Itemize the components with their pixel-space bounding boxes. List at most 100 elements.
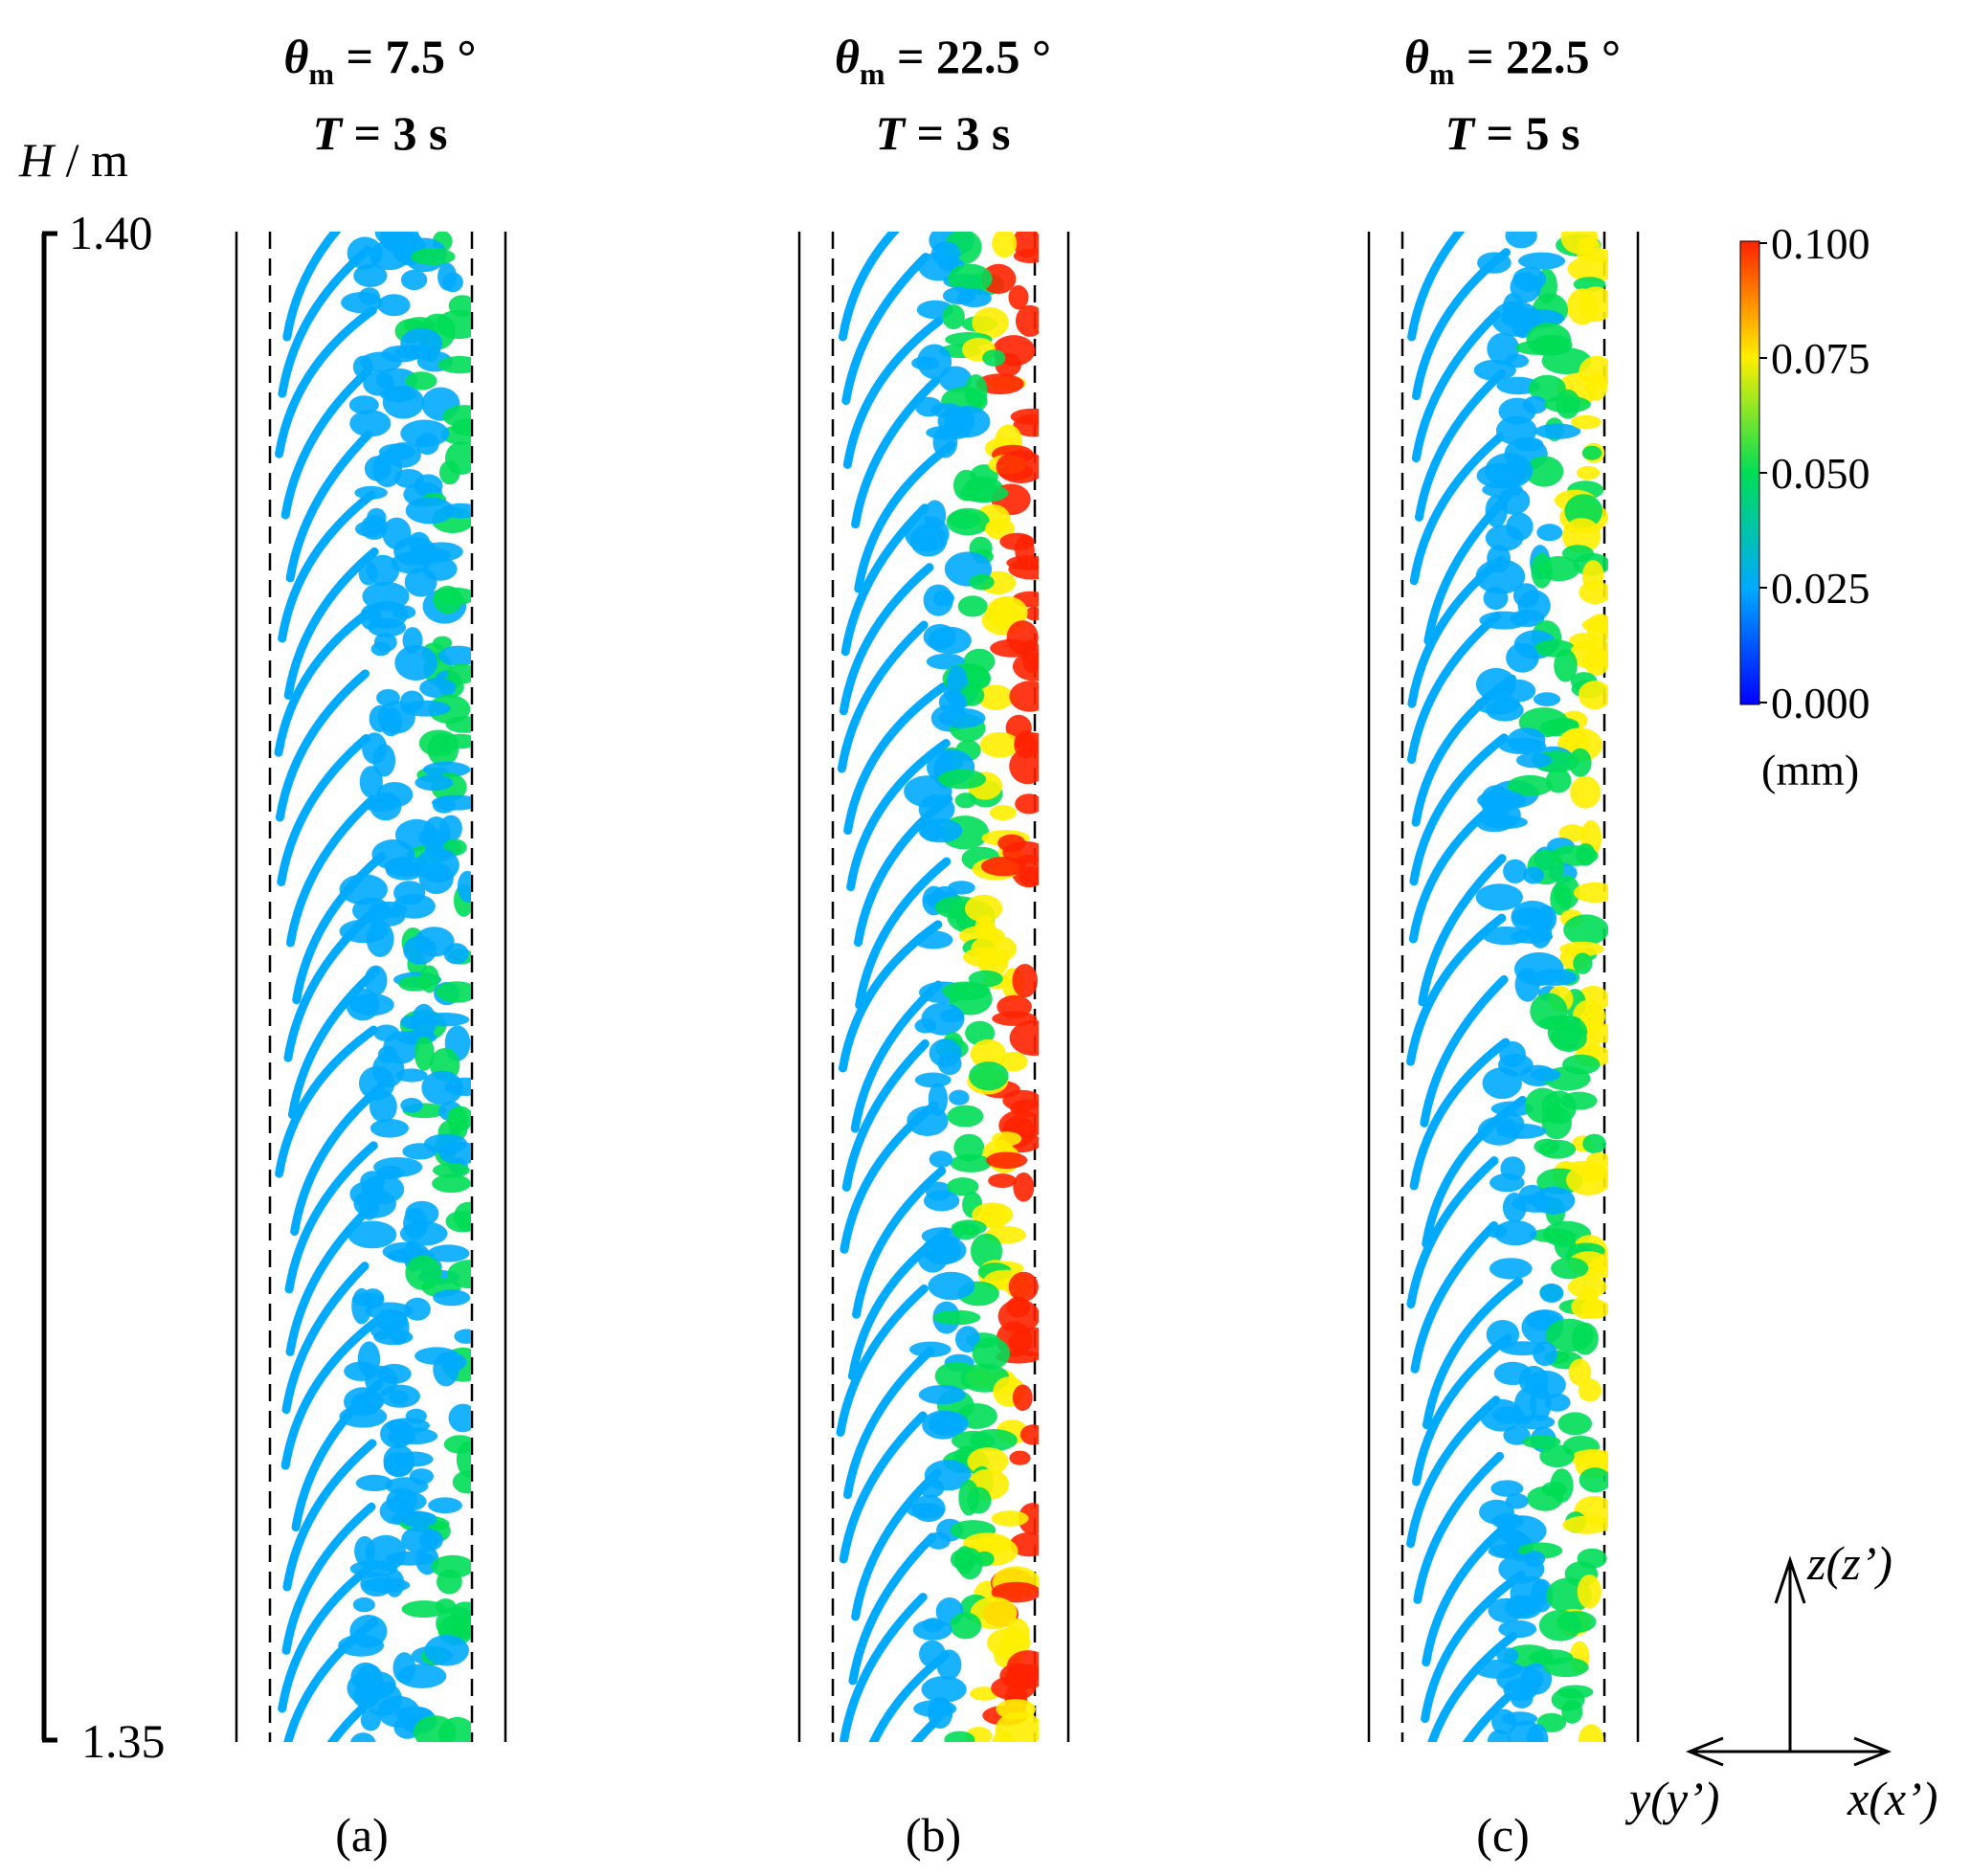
film-blob: [1560, 232, 1598, 255]
film-blob: [970, 1597, 1018, 1630]
film-blob: [1507, 727, 1546, 753]
film-rivulet: [839, 1411, 928, 1564]
y-axis-label: y(y’): [1629, 1772, 1720, 1825]
film-blob: [444, 1077, 471, 1096]
colorbar-ticks: [1759, 242, 1767, 704]
film-blob: [980, 263, 1017, 294]
film-blob: [957, 1548, 983, 1580]
film-blob: [359, 766, 383, 798]
film-blob: [1579, 1467, 1608, 1493]
film-blob: [1006, 1296, 1031, 1318]
film-blob: [370, 1090, 397, 1123]
film-blob: [403, 935, 437, 965]
film-blob: [928, 1271, 975, 1301]
film-blob: [347, 1672, 381, 1704]
film-blob: [1473, 359, 1516, 381]
film-blob: [1539, 1284, 1564, 1303]
film-blob: [415, 847, 459, 882]
film-blob: [1024, 607, 1039, 621]
film-blob: [1541, 347, 1592, 374]
film-blob: [1568, 1358, 1592, 1387]
film-blob: [1538, 1610, 1581, 1642]
film-blob: [956, 288, 992, 308]
film-blob: [932, 590, 954, 607]
film-blob: [358, 561, 378, 586]
film-blob: [370, 792, 402, 821]
film-blob: [411, 248, 456, 266]
film-blob: [1531, 969, 1578, 986]
film-rivulet: [1409, 1038, 1511, 1191]
height-axis-title: H / m: [19, 133, 128, 187]
height-top-value: 1.40: [69, 206, 153, 259]
film-blob: [389, 1390, 409, 1405]
film-blob: [1499, 1040, 1526, 1068]
film-blob: [404, 1297, 431, 1321]
film-blob: [1482, 927, 1531, 946]
film-rivulet: [282, 232, 342, 342]
colorbar-tick-label: 0.100: [1771, 219, 1870, 268]
film-rivulet: [1462, 1692, 1512, 1742]
film-blob: [354, 1535, 375, 1567]
film-blob: [923, 1190, 960, 1212]
film-blob: [1558, 824, 1587, 842]
film-blob: [1532, 1186, 1576, 1215]
film-blob: [952, 1430, 996, 1451]
x-axis-label: x(x’): [1848, 1772, 1938, 1825]
film-blob: [377, 1045, 398, 1063]
film-blob: [1483, 815, 1528, 830]
film-rivulet: [285, 794, 377, 948]
film-rivulet: [841, 253, 930, 406]
film-blob: [431, 1554, 471, 1578]
film-blob: [404, 567, 437, 597]
film-blob: [392, 605, 416, 619]
film-blob: [1571, 1294, 1602, 1320]
film-blob: [955, 1326, 980, 1353]
film-rivulet: [281, 1502, 376, 1655]
film-blob: [970, 1038, 1006, 1069]
film-blob: [1494, 1111, 1525, 1137]
z-axis-label: z(z’): [1807, 1536, 1893, 1590]
film-blob: [349, 410, 392, 437]
film-blob: [1545, 768, 1572, 793]
film-rivulet: [1406, 1156, 1499, 1309]
film-blob: [1491, 1513, 1524, 1530]
film-rivulet: [275, 305, 377, 458]
film-blob: [1013, 1172, 1035, 1202]
film-blob: [424, 1635, 469, 1666]
film-blob: [353, 1189, 397, 1218]
film-blob: [445, 716, 471, 733]
film-blob: [402, 1143, 437, 1160]
film-blob: [1554, 649, 1578, 682]
film-blob: [433, 1289, 471, 1306]
film-blob: [950, 1612, 982, 1640]
panel-c-frame: [1367, 232, 1640, 1742]
film-blob: [1543, 1657, 1589, 1678]
film-blob: [1570, 775, 1601, 809]
film-blob: [352, 1597, 375, 1613]
film-rivulet: [1414, 368, 1506, 522]
film-blob: [992, 232, 1018, 258]
film-blob: [1522, 1435, 1561, 1449]
film-rivulet: [278, 1560, 378, 1713]
film-blob: [395, 1068, 428, 1083]
film-rivulet: [1418, 854, 1507, 1007]
film-rivulet: [275, 1025, 378, 1178]
film-rivulet: [848, 1532, 937, 1686]
film-blob: [1563, 914, 1608, 946]
film-blob: [398, 976, 431, 992]
film-blob: [1573, 882, 1608, 904]
film-blob: [1489, 1173, 1525, 1193]
film-blob: [1515, 752, 1553, 769]
film-blob: [921, 1236, 967, 1264]
film-rivulet: [840, 1593, 928, 1742]
film-blob: [1008, 559, 1039, 580]
film-blob: [1490, 1101, 1534, 1117]
film-blob: [399, 1221, 448, 1246]
film-blob: [977, 950, 1009, 976]
film-blob: [1578, 681, 1608, 710]
film-blob: [364, 965, 388, 996]
film-rivulet: [843, 682, 948, 836]
film-blob: [1551, 1257, 1589, 1280]
film-rivulet: [278, 490, 376, 643]
film-blob: [922, 1410, 965, 1440]
